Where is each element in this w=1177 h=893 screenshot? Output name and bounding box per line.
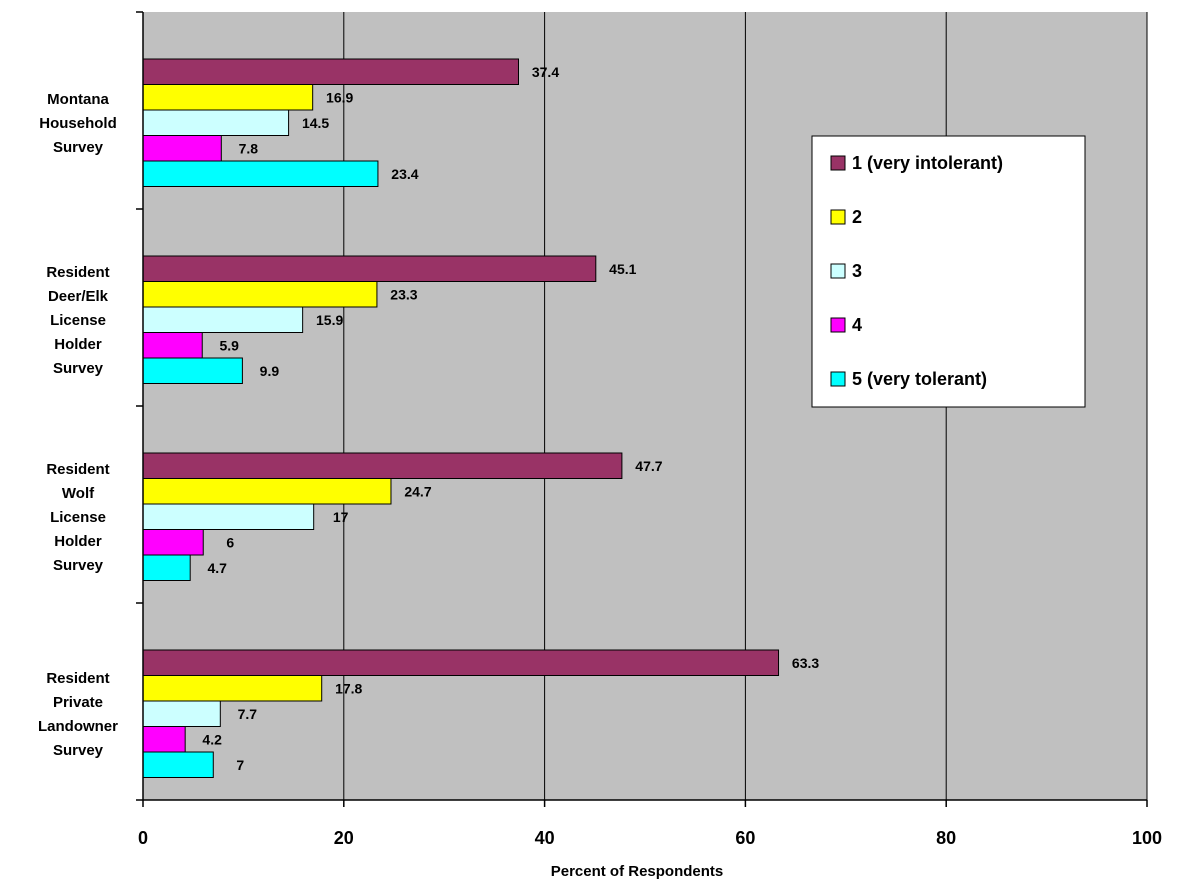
axes xyxy=(136,11,1148,807)
legend-label: 3 xyxy=(852,261,862,281)
data-label: 7 xyxy=(236,757,244,773)
x-tick-labels: 0 20 40 60 80 100 xyxy=(138,828,1162,848)
data-label: 14.5 xyxy=(302,115,329,131)
bar xyxy=(142,357,243,384)
bar xyxy=(142,109,290,136)
legend-swatch xyxy=(830,209,846,225)
category-label: Montana Household Survey xyxy=(39,91,117,156)
x-tick-label: 80 xyxy=(936,828,956,848)
data-label: 17 xyxy=(333,509,349,525)
x-tick-label: 0 xyxy=(138,828,148,848)
bar xyxy=(142,84,314,111)
bar xyxy=(142,281,378,308)
bars xyxy=(142,58,780,778)
bar xyxy=(142,529,204,556)
bar xyxy=(142,675,323,702)
bar xyxy=(142,255,597,282)
bar xyxy=(142,160,379,187)
legend-box xyxy=(811,135,1086,408)
data-label: 23.3 xyxy=(390,286,417,302)
data-label: 5.9 xyxy=(220,337,240,353)
bar xyxy=(142,332,203,359)
legend-label: 4 xyxy=(852,315,862,335)
category-labels: Montana Household Survey Resident Deer/Elk Li… xyxy=(38,91,118,759)
bar xyxy=(142,452,623,479)
data-label: 4.7 xyxy=(207,560,227,576)
x-tick-label: 100 xyxy=(1132,828,1162,848)
bar xyxy=(142,554,191,581)
data-label: 16.9 xyxy=(326,89,353,105)
legend-swatch xyxy=(830,155,846,171)
category-label: Resident Private Landowner Survey xyxy=(38,670,118,759)
category-label: Resident Wolf License Holder Survey xyxy=(46,461,109,574)
data-label: 6 xyxy=(226,534,234,550)
x-tick-label: 40 xyxy=(535,828,555,848)
bar xyxy=(142,478,392,505)
data-label: 37.4 xyxy=(532,64,559,80)
legend: 1 (very intolerant) 2 3 4 5 (very tolerant) xyxy=(811,135,1086,408)
data-label: 45.1 xyxy=(609,261,636,277)
legend-label: 5 (very tolerant) xyxy=(852,369,987,389)
data-label: 24.7 xyxy=(404,483,431,499)
bar xyxy=(142,58,519,85)
data-label: 7.7 xyxy=(238,706,258,722)
bar xyxy=(142,503,315,530)
bar xyxy=(142,649,780,676)
legend-label: 1 (very intolerant) xyxy=(852,153,1003,173)
legend-swatch xyxy=(830,263,846,279)
data-label: 17.8 xyxy=(335,680,362,696)
data-label: 9.9 xyxy=(260,363,280,379)
data-label: 7.8 xyxy=(239,140,259,156)
category-label: Resident Deer/Elk License Holder Survey xyxy=(46,264,109,377)
bar xyxy=(142,306,304,333)
legend-swatch xyxy=(830,317,846,333)
legend-swatch xyxy=(830,371,846,387)
x-tick-label: 20 xyxy=(334,828,354,848)
bar xyxy=(142,135,222,162)
x-tick-label: 60 xyxy=(735,828,755,848)
bar xyxy=(142,751,214,778)
data-label: 23.4 xyxy=(391,166,418,182)
data-label: 15.9 xyxy=(316,312,343,328)
data-label: 47.7 xyxy=(635,458,662,474)
x-axis-title: Percent of Respondents xyxy=(551,863,724,880)
bar xyxy=(142,726,186,753)
legend-label: 2 xyxy=(852,207,862,227)
data-label: 63.3 xyxy=(792,655,819,671)
bar xyxy=(142,700,221,727)
data-labels: 37.4 16.9 14.5 7.8 23.4 45.1 23.3 15.9 5.9 9.9 47.… xyxy=(202,64,819,773)
data-label: 4.2 xyxy=(202,731,222,747)
